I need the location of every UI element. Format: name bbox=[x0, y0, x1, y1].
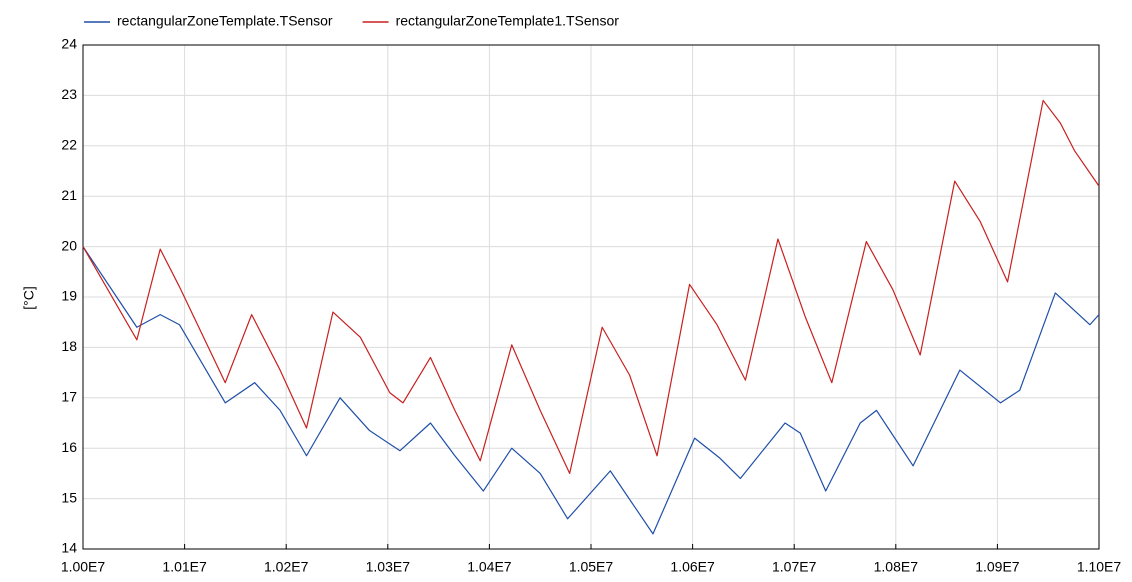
y-tick-label: 20 bbox=[61, 237, 77, 253]
y-tick-label: 23 bbox=[61, 86, 77, 102]
y-tick-label: 18 bbox=[61, 338, 77, 354]
legend-label: rectangularZoneTemplate1.TSensor bbox=[396, 13, 620, 29]
x-tick-label: 1.00E7 bbox=[61, 559, 106, 575]
data-line bbox=[82, 246, 1100, 535]
y-tick-label: 24 bbox=[61, 36, 77, 52]
y-tick-label: 17 bbox=[61, 389, 77, 405]
data-line bbox=[82, 99, 1100, 474]
legend-label: rectangularZoneTemplate.TSensor bbox=[117, 13, 333, 29]
x-tick-label: 1.01E7 bbox=[162, 559, 207, 575]
y-tick-label: 15 bbox=[61, 489, 77, 505]
x-tick-label: 1.10E7 bbox=[1077, 559, 1122, 575]
y-tick-label: 22 bbox=[61, 137, 77, 153]
y-tick-label: 19 bbox=[61, 288, 77, 304]
x-tick-label: 1.03E7 bbox=[366, 559, 411, 575]
y-tick-label: 14 bbox=[61, 540, 77, 556]
x-tick-label: 1.04E7 bbox=[467, 559, 512, 575]
x-tick-label: 1.08E7 bbox=[874, 559, 919, 575]
y-axis-label: [°C] bbox=[21, 286, 37, 310]
x-tick-label: 1.07E7 bbox=[772, 559, 817, 575]
y-tick-label: 21 bbox=[61, 187, 77, 203]
x-tick-label: 1.06E7 bbox=[670, 559, 715, 575]
x-tick-label: 1.09E7 bbox=[975, 559, 1020, 575]
y-tick-label: 16 bbox=[61, 439, 77, 455]
plot-frame bbox=[82, 44, 1100, 550]
x-tick-label: 1.02E7 bbox=[264, 559, 309, 575]
x-tick-label: 1.05E7 bbox=[569, 559, 614, 575]
